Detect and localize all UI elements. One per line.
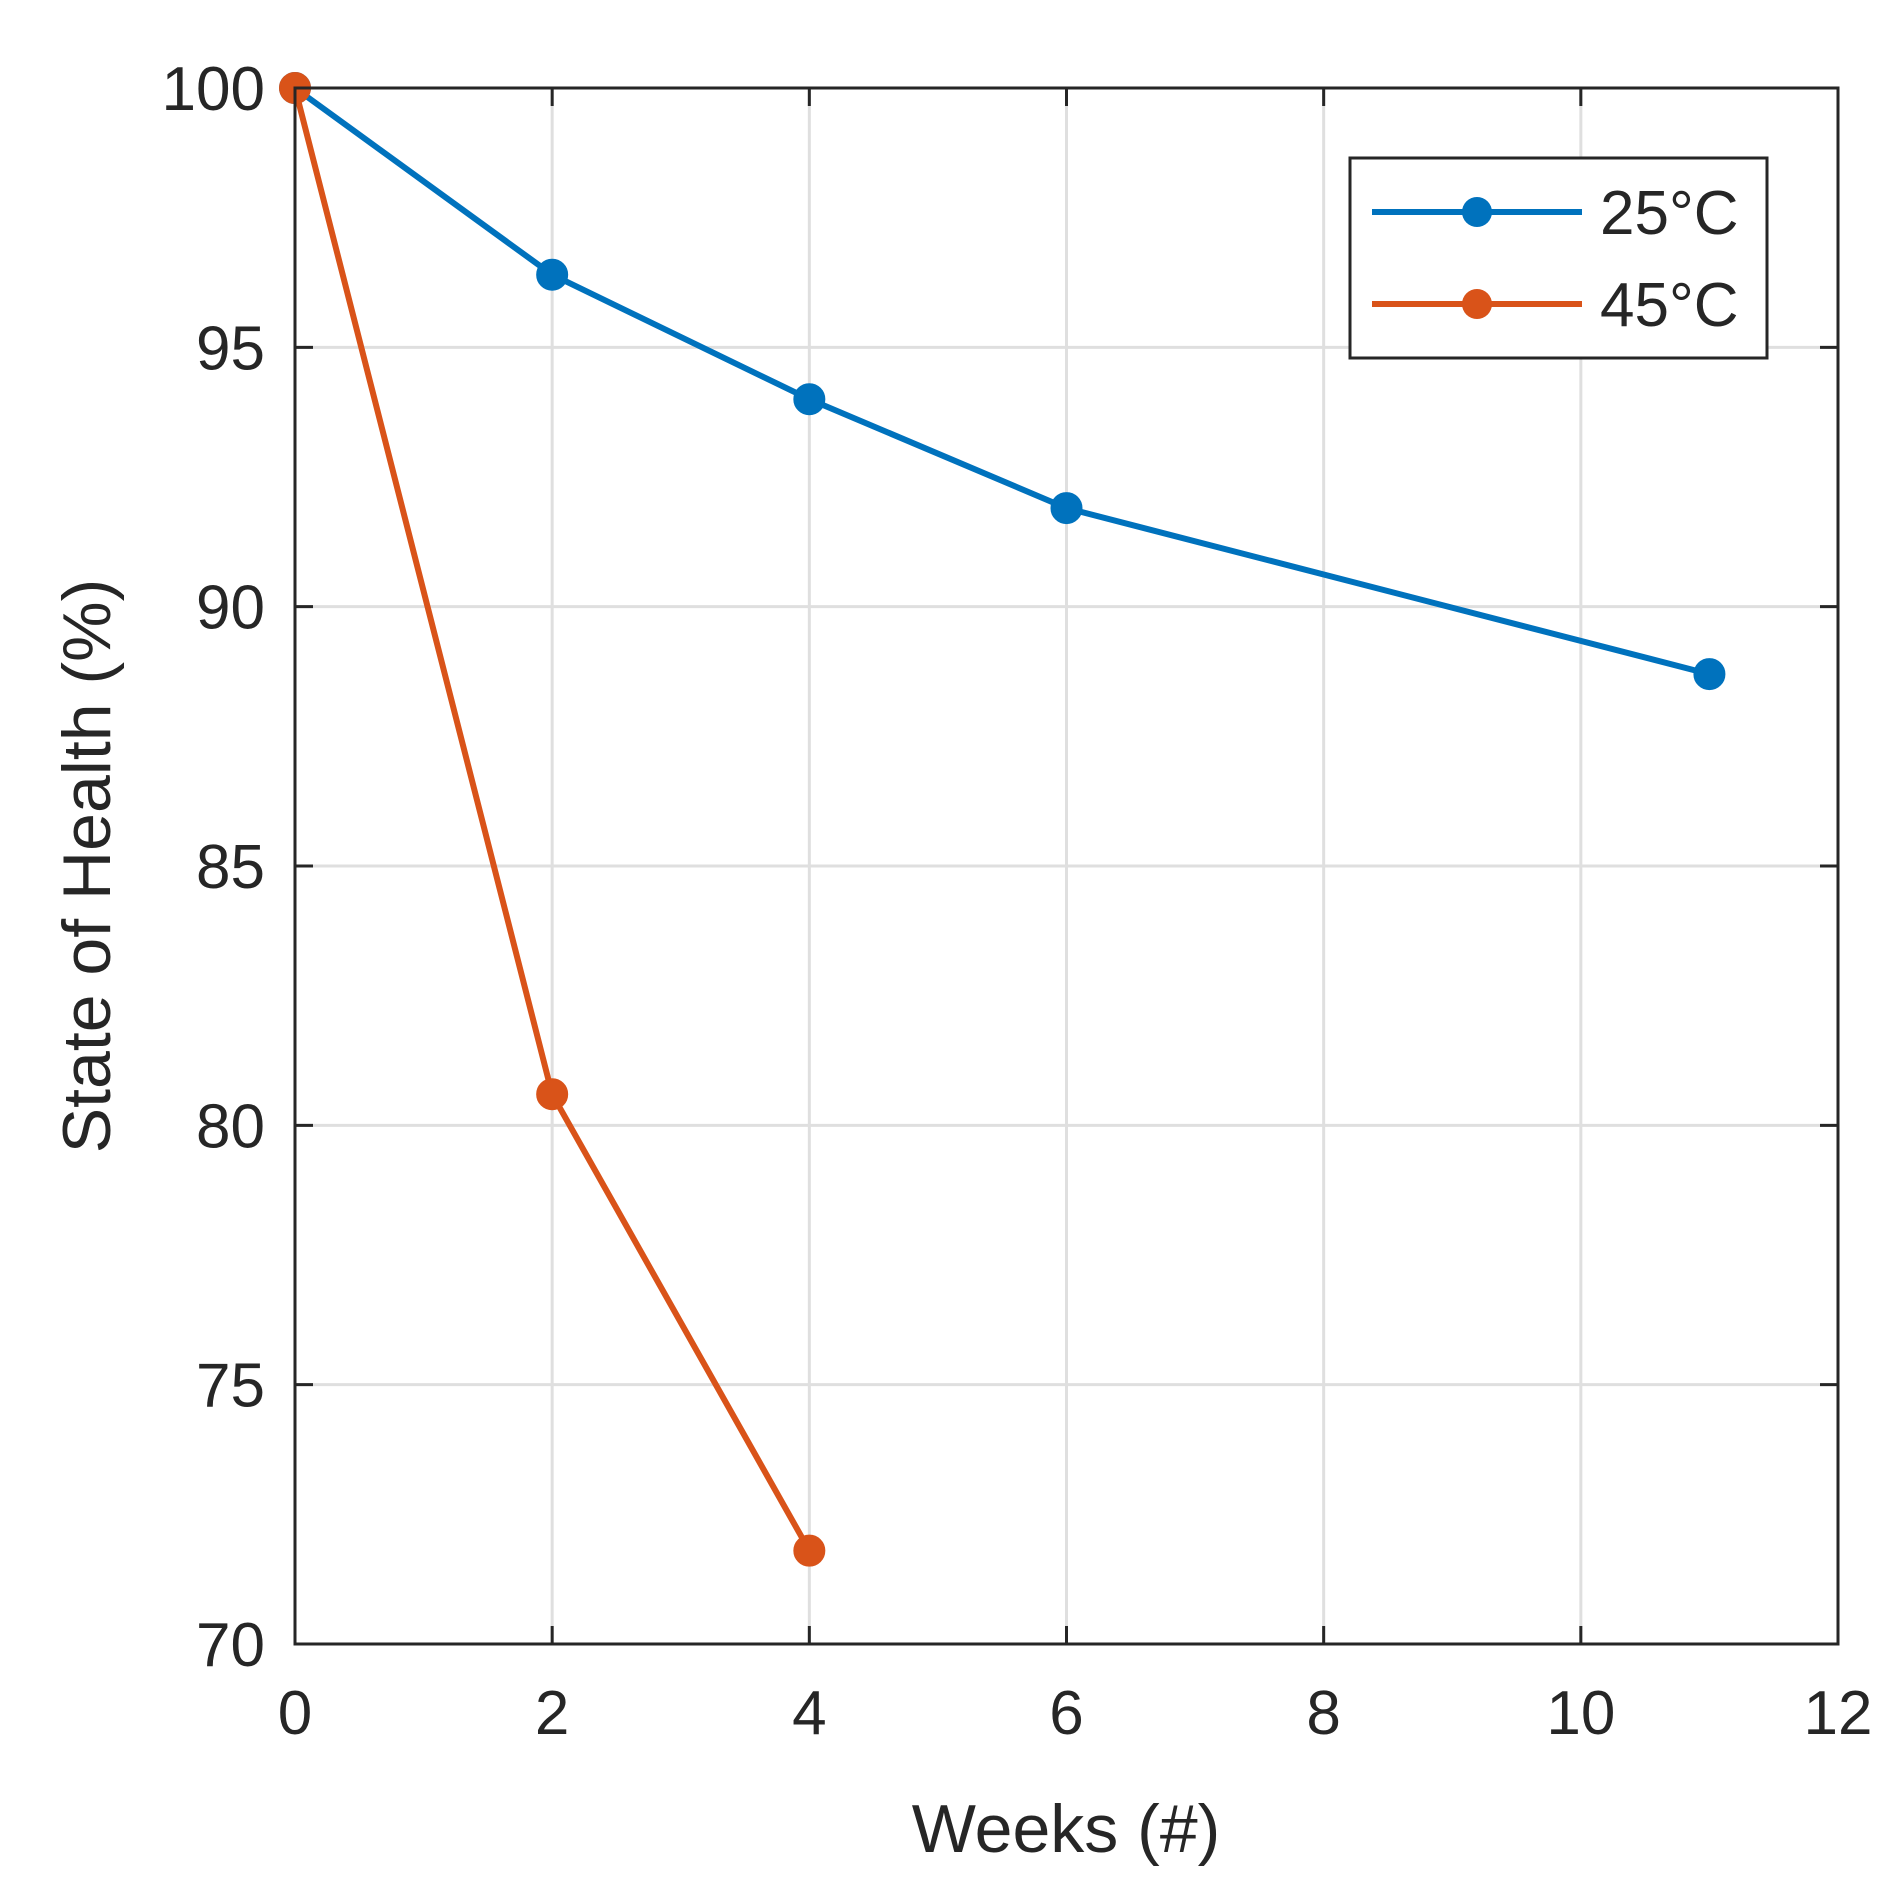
legend: 25°C 45°C <box>1348 156 1769 360</box>
y-tick-label: 85 <box>196 833 265 902</box>
x-axis-label: Weeks (#) <box>912 1791 1221 1867</box>
x-tick-label: 0 <box>278 1679 312 1748</box>
y-tick-label: 75 <box>196 1352 265 1421</box>
y-tick-label: 70 <box>196 1611 265 1680</box>
y-axis-label: State of Health (%) <box>49 579 125 1153</box>
legend-label-45c: 45°C <box>1600 271 1739 340</box>
y-tick-label: 100 <box>162 55 265 124</box>
legend-box <box>1348 156 1769 360</box>
x-tick-label: 2 <box>535 1679 569 1748</box>
y-tick-label: 95 <box>196 314 265 383</box>
y-tick-label: 80 <box>196 1092 265 1161</box>
legend-label-25c: 25°C <box>1600 179 1739 248</box>
y-tick-label: 90 <box>196 574 265 643</box>
x-tick-label: 6 <box>1049 1679 1083 1748</box>
legend-marker-25c <box>1462 197 1492 227</box>
data-point-25c <box>793 383 826 416</box>
legend-marker-45c <box>1462 289 1492 319</box>
data-point-25c <box>1050 492 1083 525</box>
x-tick-label: 8 <box>1306 1679 1340 1748</box>
data-point-25c <box>536 258 569 291</box>
data-point-25c <box>1693 658 1726 691</box>
x-tick-label: 4 <box>792 1679 826 1748</box>
x-tick-label: 12 <box>1804 1679 1873 1748</box>
x-tick-label: 10 <box>1546 1679 1615 1748</box>
data-point-45c <box>793 1534 826 1567</box>
plot-frame <box>293 86 1840 1646</box>
series-group <box>279 72 1726 1567</box>
series-45c <box>279 72 826 1567</box>
data-point-45c <box>536 1078 569 1111</box>
tick-labels: 0 2 4 6 8 10 12 70 75 80 85 90 95 100 <box>162 55 1873 1748</box>
